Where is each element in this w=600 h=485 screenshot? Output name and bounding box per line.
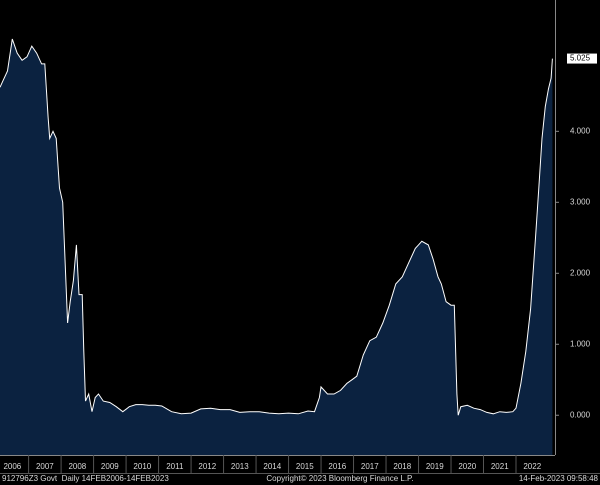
area: [0, 39, 553, 455]
y-tick-label: 3.000: [570, 197, 591, 206]
line: [0, 38, 553, 416]
axes: 0.000 1.000 2.000 3.000 4.000 2006 2007 2008 200…: [0, 0, 600, 474]
y-tick-label: 0.000: [570, 410, 591, 419]
x-tick-label: 2019: [426, 462, 444, 471]
y-tick-label: 4.000: [570, 126, 591, 135]
x-tick-label: 2014: [263, 462, 281, 471]
footer-copyright: Copyright© 2023 Bloomberg Finance L.P.: [266, 474, 413, 483]
x-tick-label: 2009: [101, 462, 119, 471]
last-value-label: 5.025: [570, 54, 591, 63]
last-value-box: [567, 53, 597, 64]
x-tick-label: 2007: [36, 462, 54, 471]
x-tick-label: 2008: [68, 462, 86, 471]
x-tick-label: 2006: [3, 462, 21, 471]
x-tick-label: 2020: [458, 462, 476, 471]
y-tick-label: 1.000: [570, 339, 591, 348]
footer-security: 912796Z3 Govt Daily 14FEB2006-14FEB2023: [2, 474, 169, 483]
x-tick-label: 2021: [491, 462, 509, 471]
x-tick-label: 2018: [393, 462, 411, 471]
plot-area: [0, 38, 553, 455]
x-tick-label: 2015: [296, 462, 314, 471]
y-tick-label: 2.000: [570, 268, 591, 277]
x-tick-label: 2012: [198, 462, 216, 471]
x-tick-label: 2011: [166, 462, 184, 471]
x-tick-label: 2010: [133, 462, 151, 471]
x-tick-label: 2022: [523, 462, 541, 471]
x-tick-label: 2017: [361, 462, 379, 471]
x-tick-label: 2016: [328, 462, 346, 471]
footer-timestamp: 14-Feb-2023 09:58:48: [519, 474, 599, 483]
x-tick-label: 2013: [231, 462, 249, 471]
